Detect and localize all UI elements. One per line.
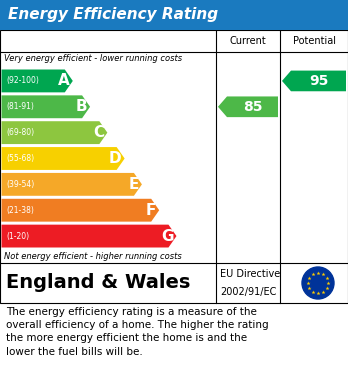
Text: Very energy efficient - lower running costs: Very energy efficient - lower running co… xyxy=(4,54,182,63)
Text: E: E xyxy=(128,177,139,192)
Text: 2002/91/EC: 2002/91/EC xyxy=(220,287,276,297)
Polygon shape xyxy=(218,97,278,117)
Text: C: C xyxy=(93,125,104,140)
Text: England & Wales: England & Wales xyxy=(6,273,190,292)
Text: (81-91): (81-91) xyxy=(6,102,34,111)
FancyBboxPatch shape xyxy=(0,0,348,30)
Text: Not energy efficient - higher running costs: Not energy efficient - higher running co… xyxy=(4,252,182,261)
Text: G: G xyxy=(161,229,174,244)
Text: D: D xyxy=(109,151,122,166)
Text: The energy efficiency rating is a measure of the
overall efficiency of a home. T: The energy efficiency rating is a measur… xyxy=(6,307,269,357)
Text: (21-38): (21-38) xyxy=(6,206,34,215)
Text: EU Directive: EU Directive xyxy=(220,269,280,279)
Text: 95: 95 xyxy=(309,74,328,88)
Polygon shape xyxy=(282,71,346,91)
Text: (69-80): (69-80) xyxy=(6,128,34,137)
Text: F: F xyxy=(146,203,156,218)
Text: Energy Efficiency Rating: Energy Efficiency Rating xyxy=(8,7,218,23)
Text: Potential: Potential xyxy=(293,36,335,46)
Text: (1-20): (1-20) xyxy=(6,231,29,240)
Circle shape xyxy=(302,267,334,299)
FancyBboxPatch shape xyxy=(0,30,348,303)
Polygon shape xyxy=(1,225,176,248)
Polygon shape xyxy=(1,121,108,144)
Text: (55-68): (55-68) xyxy=(6,154,34,163)
Polygon shape xyxy=(1,199,159,222)
Polygon shape xyxy=(1,173,142,196)
Text: 85: 85 xyxy=(243,100,262,114)
Text: Current: Current xyxy=(230,36,266,46)
Polygon shape xyxy=(1,147,125,170)
Text: A: A xyxy=(58,74,70,88)
Text: (39-54): (39-54) xyxy=(6,180,34,189)
Text: B: B xyxy=(76,99,87,114)
Polygon shape xyxy=(1,70,73,92)
Polygon shape xyxy=(1,95,90,118)
Text: (92-100): (92-100) xyxy=(6,76,39,85)
